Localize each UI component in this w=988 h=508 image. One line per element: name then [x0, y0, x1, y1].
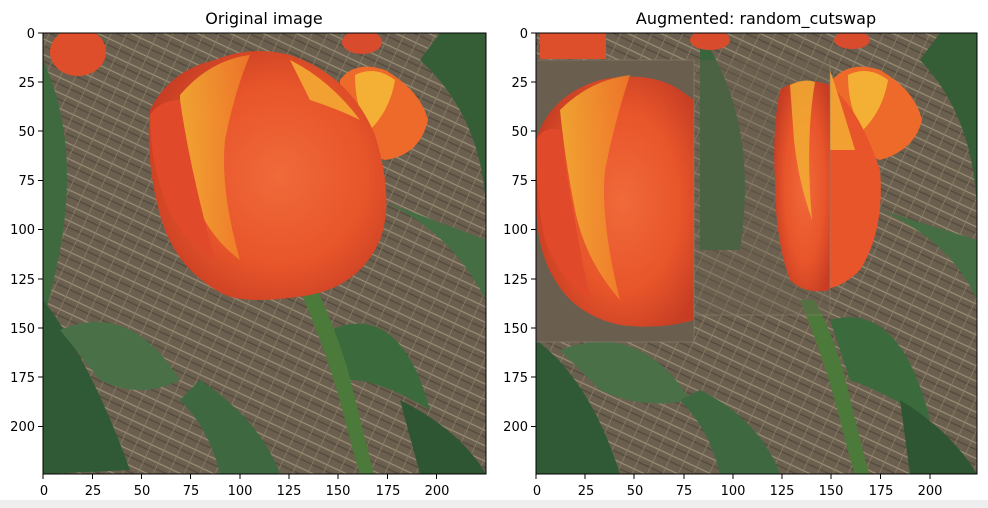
y-axis: 0 25 50 75 100 125 150 175 200 [503, 27, 536, 435]
tick-label: 150 [326, 484, 351, 499]
original-image [43, 33, 486, 474]
tick-label: 0 [533, 484, 541, 499]
axes-frame [42, 32, 487, 475]
tick-label: 100 [721, 484, 746, 499]
tick-label: 0 [520, 27, 528, 42]
tick-label: 100 [10, 223, 35, 238]
tick-label: 100 [503, 223, 528, 238]
tick-label: 25 [85, 484, 102, 499]
tick-label: 75 [676, 484, 693, 499]
tick-label: 0 [27, 27, 35, 42]
tick-label: 75 [511, 174, 528, 189]
tick-label: 125 [277, 484, 302, 499]
tick-label: 200 [918, 484, 943, 499]
tick-label: 175 [869, 484, 894, 499]
tick-label: 175 [376, 484, 401, 499]
tick-label: 125 [770, 484, 795, 499]
bottom-strip [0, 500, 988, 508]
x-axis: 0 25 50 75 100 125 150 175 200 [40, 474, 450, 499]
tick-label: 75 [183, 484, 200, 499]
tick-label: 175 [10, 371, 35, 386]
tick-label: 125 [503, 273, 528, 288]
x-axis: 0 25 50 75 100 125 150 175 200 [533, 474, 943, 499]
y-axis: 0 25 50 75 100 125 150 175 200 [10, 27, 43, 435]
tick-label: 150 [819, 484, 844, 499]
tick-label: 50 [511, 125, 528, 140]
tick-label: 200 [503, 420, 528, 435]
tick-label: 25 [18, 76, 35, 91]
tick-label: 200 [10, 420, 35, 435]
tick-label: 0 [40, 484, 48, 499]
tick-label: 25 [511, 76, 528, 91]
tick-label: 150 [10, 322, 35, 337]
tick-label: 200 [425, 484, 450, 499]
panel-title: Augmented: random_cutswap [636, 9, 876, 29]
tick-label: 50 [18, 125, 35, 140]
tick-label: 75 [18, 174, 35, 189]
tick-label: 150 [503, 322, 528, 337]
tick-label: 25 [578, 484, 595, 499]
panel-title: Original image [205, 9, 323, 28]
tick-label: 50 [134, 484, 151, 499]
augmented-image [536, 33, 977, 474]
tick-label: 100 [228, 484, 253, 499]
tick-label: 175 [503, 371, 528, 386]
tick-label: 125 [10, 273, 35, 288]
tick-label: 50 [627, 484, 644, 499]
axes-frame [535, 32, 978, 475]
